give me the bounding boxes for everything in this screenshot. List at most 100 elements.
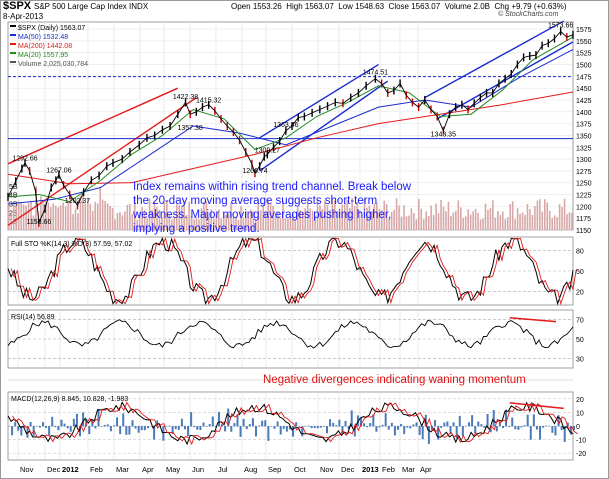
price-y-tick: 1300 [576, 157, 592, 164]
macd-histogram-bar [199, 426, 202, 430]
macd-histogram-bar [11, 426, 14, 436]
volume-bar [190, 216, 193, 230]
volume-bar [47, 202, 50, 230]
macd-histogram-bar [397, 426, 400, 430]
macd-histogram-bar [100, 426, 103, 427]
macd-histogram-bar [276, 421, 279, 427]
red-trend-line [7, 97, 197, 226]
price-y-tick: 1400 [576, 110, 592, 117]
volume-bar [220, 218, 223, 230]
macd-histogram-bar [427, 426, 430, 444]
volume-bar [420, 208, 423, 230]
macd-histogram-bar [258, 425, 261, 427]
volume-bar [356, 201, 358, 230]
volume-bar [79, 195, 82, 230]
volume-bar [363, 198, 366, 230]
volume-bar [338, 209, 341, 230]
volume-bar [316, 200, 319, 230]
volume-bar [472, 211, 474, 230]
volume-bar [49, 206, 52, 230]
macd-histogram-bar [292, 426, 295, 437]
macd-histogram-bar [356, 415, 359, 427]
volume-bar [77, 213, 79, 230]
volume-bar [415, 219, 418, 230]
price-y-tick: 1325 [576, 145, 592, 152]
x-axis-label: Apr [420, 465, 432, 474]
volume-bar [393, 209, 395, 230]
volume-bar [74, 208, 77, 230]
macd-y-tick: 0 [576, 424, 580, 431]
macd-histogram-bar [156, 420, 159, 427]
macd-histogram-bar [304, 426, 307, 427]
volume-bar [62, 202, 64, 230]
legend-swatch [10, 25, 16, 27]
x-axis-label: Feb [382, 465, 395, 474]
macd-histogram-bar [106, 424, 109, 427]
macd-histogram-bar [85, 418, 88, 427]
volume-bar [158, 209, 161, 230]
macd-histogram-bar [341, 426, 344, 434]
macd-histogram-bar [545, 425, 548, 427]
price-y-tick: 1550 [576, 39, 592, 46]
volume-bar [566, 213, 568, 230]
volume-bar [156, 207, 158, 230]
volume-bar [205, 201, 208, 230]
volume-bar [133, 198, 136, 230]
macd-y-tick: -10 [576, 438, 586, 445]
volume-bar [336, 210, 339, 230]
price-panel-box [7, 21, 574, 231]
volume-bar [131, 214, 134, 230]
price-y-tick: 1175 [576, 216, 591, 223]
volume-bar [427, 215, 430, 230]
volume-bar [358, 210, 361, 230]
price-y-tick: 1425 [576, 98, 592, 105]
macd-histogram-bar [449, 426, 452, 434]
price-annotation: 1343.35 [431, 132, 456, 139]
price-annotation: 1266.74 [242, 168, 267, 175]
price-annotation: 1158.66 [26, 219, 51, 226]
volume-bar [474, 208, 477, 230]
macd-title: MACD(12,26,9) 8.845, 10.828, -1.983 [11, 396, 128, 403]
volume-bar [124, 211, 126, 230]
price-annotation: 1309.27 [255, 148, 280, 155]
macd-histogram-bar [363, 423, 366, 427]
volume-bar [378, 208, 381, 230]
volume-bar [400, 216, 403, 230]
volume-bar [329, 209, 331, 230]
close-value: 1563.07 [411, 2, 441, 11]
volume-bar [373, 203, 376, 230]
volume-bar [469, 214, 472, 230]
volume-bar [514, 219, 516, 230]
macd-histogram-bar [310, 426, 313, 429]
volume-bar [499, 215, 502, 230]
volume-bar [146, 218, 148, 230]
macd-histogram-bar [128, 426, 131, 435]
volume-bar [395, 198, 398, 230]
volume-bar [109, 205, 111, 230]
volume-bar [543, 199, 546, 230]
volume-bar [94, 201, 97, 230]
volume-bar [227, 213, 230, 230]
macd-histogram-bar [523, 425, 526, 427]
volume-bar [225, 214, 227, 230]
volume-bar [259, 210, 262, 230]
macd-histogram-bar [489, 426, 492, 433]
x-axis-label: Feb [90, 465, 103, 474]
volume-bar [230, 202, 232, 230]
macd-histogram-bar [180, 418, 183, 427]
macd-histogram-bar [282, 426, 285, 429]
macd-histogram-bar [532, 414, 535, 427]
chg-label: Chg [494, 2, 510, 11]
macd-histogram-bar [264, 420, 267, 427]
price-y-tick: 1475 [576, 74, 592, 81]
volume-bar [524, 214, 526, 230]
volume-bar [541, 211, 544, 230]
volume-bar [185, 214, 188, 230]
volume-bar [321, 209, 324, 230]
volume-bar [232, 216, 235, 230]
macd-histogram-bar [193, 426, 196, 428]
macd-histogram-bar [359, 417, 362, 427]
volume-value: 2.0B [473, 2, 490, 11]
volume-bar [188, 201, 190, 230]
